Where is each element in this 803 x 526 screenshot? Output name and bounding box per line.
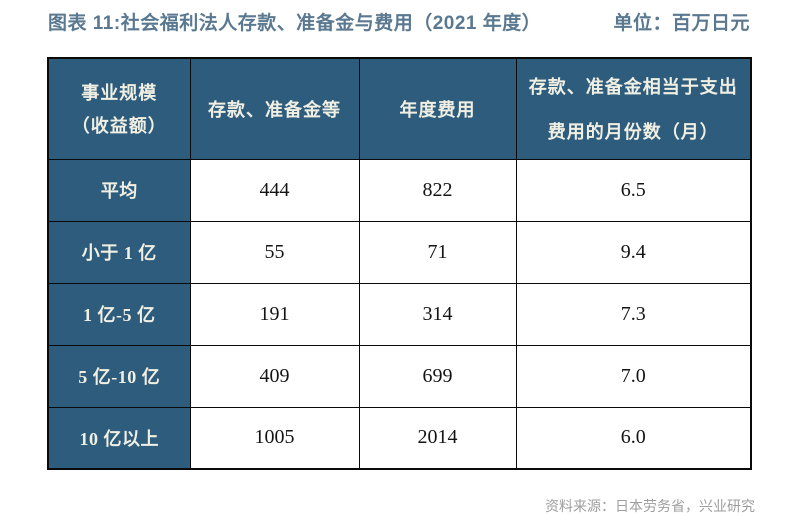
row-label: 5 亿-10 亿 xyxy=(47,344,191,408)
table-cell: 55 xyxy=(189,220,360,284)
table-cell: 822 xyxy=(358,158,517,222)
table-row-average: 平均 444 822 6.5 xyxy=(47,158,752,222)
table-row-500m-1b: 5 亿-10 亿 409 699 7.0 xyxy=(47,344,752,408)
table-row-under-100m: 小于 1 亿 55 71 9.4 xyxy=(47,220,752,284)
row-label: 1 亿-5 亿 xyxy=(47,282,191,346)
table-row-over-1b: 10 亿以上 1005 2014 6.0 xyxy=(47,406,752,470)
column-header-line: 费用的月份数（月） xyxy=(547,122,719,143)
table-cell: 6.0 xyxy=(515,406,752,470)
table-cell: 314 xyxy=(358,282,517,346)
column-header-line: （收益额） xyxy=(71,116,167,137)
table-cell: 9.4 xyxy=(515,220,752,284)
column-header-line: 存款、准备金等 xyxy=(208,99,341,120)
table-cell: 444 xyxy=(189,158,360,222)
column-header-line: 事业规模 xyxy=(81,83,158,104)
table-cell: 2014 xyxy=(358,406,517,470)
table-cell: 191 xyxy=(189,282,360,346)
column-header-annual-expense: 年度费用 xyxy=(358,57,517,160)
row-label: 小于 1 亿 xyxy=(47,220,191,284)
column-header-line: 年度费用 xyxy=(399,99,476,120)
table-cell: 409 xyxy=(189,344,360,408)
figure-title: 图表 11:社会福利法人存款、准备金与费用（2021 年度） xyxy=(48,13,542,34)
table-cell: 6.5 xyxy=(515,158,752,222)
column-header-line: 存款、准备金相当于支出 xyxy=(528,77,738,98)
unit-label: 单位：百万日元 xyxy=(613,13,750,34)
table-header-row: 事业规模 （收益额） 存款、准备金等 年度费用 存款、准备金相当 xyxy=(47,57,752,160)
source-note: 资料来源：日本劳务省，兴业研究 xyxy=(545,498,755,514)
column-header-business-scale: 事业规模 （收益额） xyxy=(47,57,191,160)
column-header-deposits-reserves: 存款、准备金等 xyxy=(189,57,360,160)
row-label: 10 亿以上 xyxy=(47,406,191,470)
data-table: 事业规模 （收益额） 存款、准备金等 年度费用 存款、准备金相当 xyxy=(47,57,752,470)
table-cell: 699 xyxy=(358,344,517,408)
table-cell: 7.3 xyxy=(515,282,752,346)
figure-title-row: 图表 11:社会福利法人存款、准备金与费用（2021 年度） 单位：百万日元 xyxy=(48,11,750,37)
table-cell: 1005 xyxy=(189,406,360,470)
column-header-months-of-expense: 存款、准备金相当于支出 费用的月份数（月） xyxy=(515,57,752,160)
table-cell: 71 xyxy=(358,220,517,284)
table-row-100m-500m: 1 亿-5 亿 191 314 7.3 xyxy=(47,282,752,346)
table-cell: 7.0 xyxy=(515,344,752,408)
row-label: 平均 xyxy=(47,158,191,222)
